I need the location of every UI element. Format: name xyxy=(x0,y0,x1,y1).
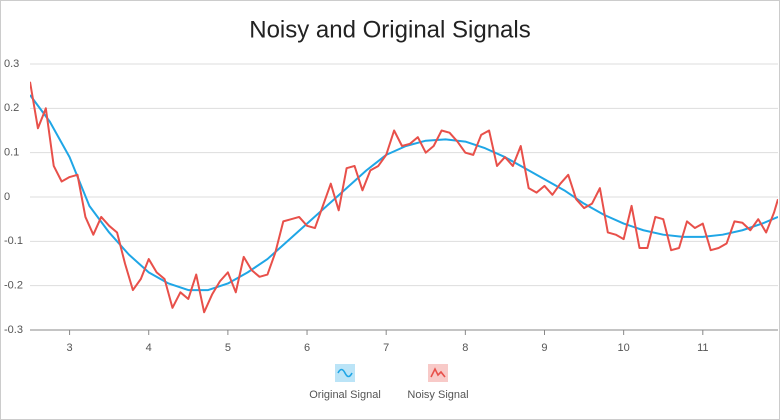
chart-title: Noisy and Original Signals xyxy=(249,16,530,43)
y-tick-label: 0.2 xyxy=(4,102,19,114)
x-tick-label: 6 xyxy=(304,342,310,354)
x-tick-label: 5 xyxy=(225,342,231,354)
y-tick-label: 0.3 xyxy=(4,58,19,70)
legend-label: Noisy Signal xyxy=(407,389,468,401)
legend-label: Original Signal xyxy=(309,389,381,401)
y-tick-label: -0.3 xyxy=(4,324,23,336)
x-tick-label: 3 xyxy=(67,342,73,354)
legend-icon xyxy=(337,368,353,378)
x-tick-label: 9 xyxy=(541,342,547,354)
y-tick-label: -0.2 xyxy=(4,280,23,292)
x-tick-label: 8 xyxy=(462,342,468,354)
x-tick-label: 7 xyxy=(383,342,389,354)
x-tick-label: 10 xyxy=(618,342,630,354)
y-tick-label: 0.1 xyxy=(4,147,19,159)
x-tick-label: 11 xyxy=(697,342,708,354)
x-tick-label: 4 xyxy=(146,342,152,354)
y-tick-label: 0 xyxy=(4,191,10,203)
y-tick-label: -0.1 xyxy=(4,235,23,247)
legend-swatch xyxy=(428,364,448,382)
legend-icon xyxy=(430,367,446,378)
series-line xyxy=(30,81,778,314)
series-line xyxy=(30,94,778,292)
